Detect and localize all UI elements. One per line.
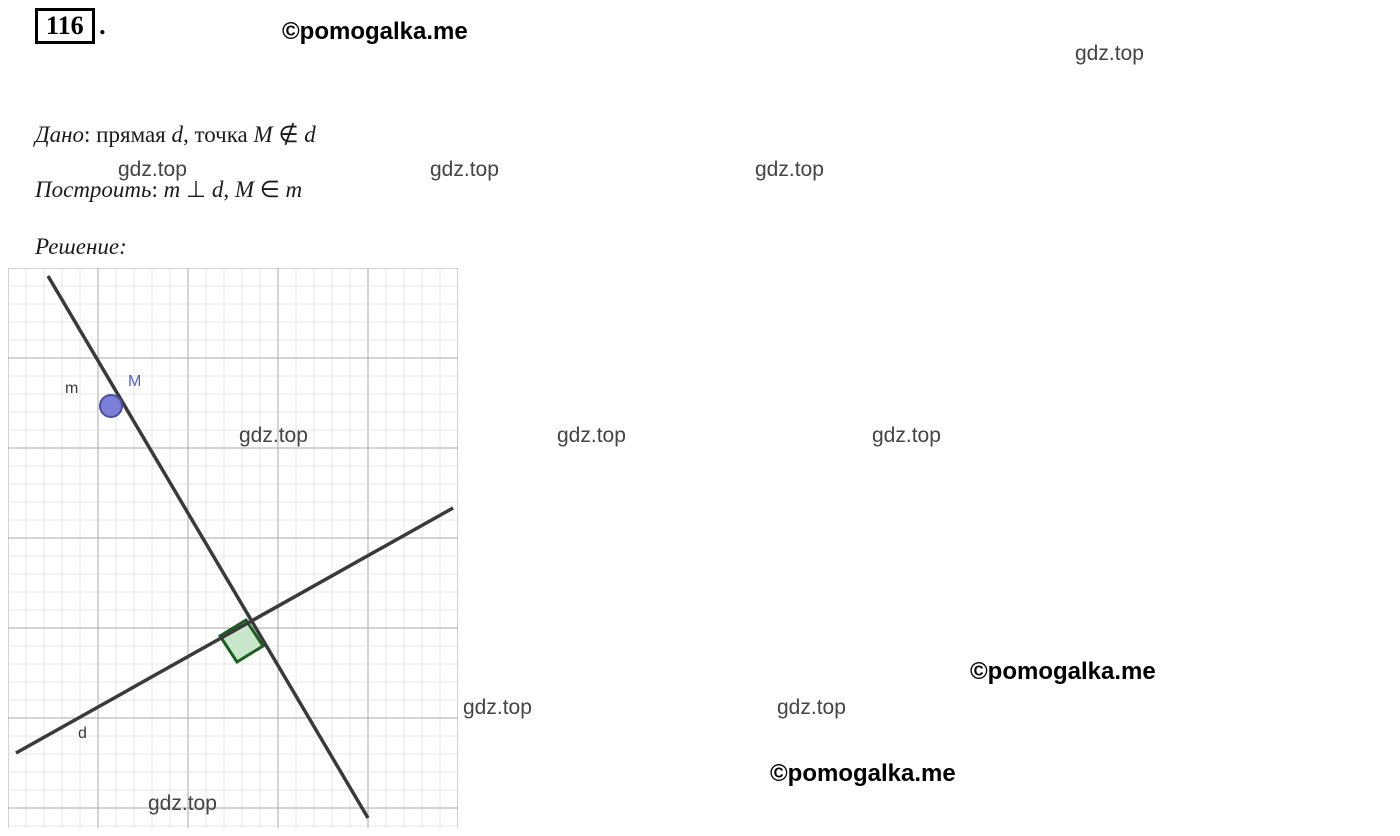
problem-number: 116 <box>35 8 95 44</box>
watermark-3: gdz.top <box>430 158 499 182</box>
watermark-9: gdz.top <box>463 696 532 720</box>
construct-var-d: d <box>212 177 224 202</box>
line-m <box>48 276 368 818</box>
watermark-12: gdz.top <box>148 792 217 816</box>
solution-label: Решение: <box>35 234 127 260</box>
given-var-d: d <box>172 122 184 147</box>
given-text1: : прямая <box>84 122 171 147</box>
given-text2: , точка <box>183 122 254 147</box>
given-notin: ∉ <box>273 122 305 147</box>
watermark-8: ©pomogalka.me <box>970 658 1156 686</box>
construct-comma: , <box>223 177 235 202</box>
diagram-svg: m d M <box>8 268 458 828</box>
watermark-10: gdz.top <box>777 696 846 720</box>
line-m-label: m <box>65 380 78 397</box>
geometry-diagram: m d M <box>8 268 458 828</box>
watermark-1: gdz.top <box>1075 42 1144 66</box>
construct-in: ∈ <box>254 177 286 202</box>
given-label: Дано <box>35 122 84 147</box>
given-section: Дано: прямая d, точка M ∉ d <box>35 122 316 148</box>
line-d <box>16 508 453 753</box>
watermark-5: gdz.top <box>239 424 308 448</box>
point-M-label: M <box>128 373 141 390</box>
line-d-label: d <box>78 725 87 742</box>
watermark-4: gdz.top <box>755 158 824 182</box>
watermark-6: gdz.top <box>557 424 626 448</box>
watermark-0: ©pomogalka.me <box>282 18 468 46</box>
watermark-11: ©pomogalka.me <box>770 760 956 788</box>
construct-var-m2: m <box>286 177 303 202</box>
problem-number-text: 116 <box>46 11 84 40</box>
watermark-7: gdz.top <box>872 424 941 448</box>
construct-var-M2: M <box>235 177 254 202</box>
given-var-M: M <box>254 122 273 147</box>
point-M <box>100 395 122 417</box>
given-var-d2: d <box>304 122 316 147</box>
watermark-2: gdz.top <box>118 158 187 182</box>
